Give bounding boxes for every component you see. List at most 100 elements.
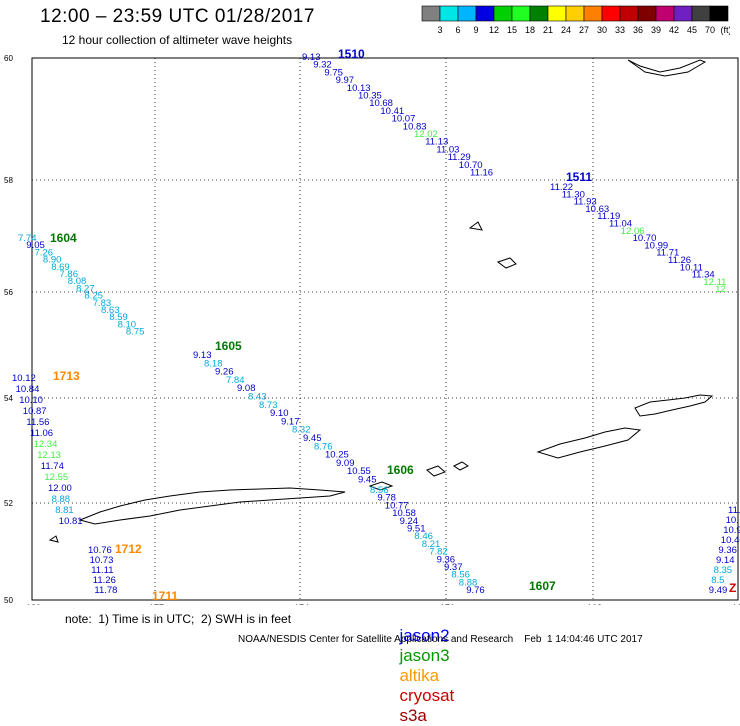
lat-label: 58 (4, 176, 13, 185)
coastline (368, 481, 394, 491)
swh-value: 10.77 (385, 500, 409, 511)
swh-value: 10.63 (585, 204, 609, 215)
swh-value: 9.76 (466, 585, 485, 596)
colorbar-label: 15 (507, 25, 517, 35)
colorbar-label: 9 (473, 25, 478, 35)
track-1607: 1607 (529, 579, 556, 593)
swh-value: 11.93 (574, 197, 597, 208)
legend-jason3: jason3 (399, 646, 450, 665)
swh-value: 11.16 (470, 168, 493, 179)
coastline (627, 59, 707, 77)
swh-value: 12.13 (37, 450, 61, 461)
coastline (78, 487, 346, 525)
swh-value: 10.58 (392, 508, 416, 519)
track-id-label: 1511 (566, 170, 592, 184)
swh-value: 11.03 (436, 144, 459, 155)
swh-value: 8.75 (126, 327, 144, 338)
swh-value: 8.56 (451, 570, 470, 581)
swh-value: 10.84 (16, 384, 40, 395)
swh-value: 11.34 (692, 270, 715, 281)
swh-value: 9.05 (26, 240, 45, 251)
swh-value: 11.30 (562, 189, 585, 200)
track-1711: 1711 (152, 589, 178, 603)
swh-value: 8.88 (459, 577, 478, 588)
swh-value: 11.78 (94, 585, 117, 596)
swh-value: 8.63 (101, 305, 120, 316)
coastline (426, 465, 446, 477)
swh-value: 9.49 (709, 585, 728, 596)
swh-value: 10.07 (392, 114, 416, 125)
lon-label: -180 (23, 603, 41, 605)
swh-value: 9.32 (313, 60, 332, 71)
swh-value: 10.73 (90, 555, 114, 566)
coastline (536, 427, 642, 459)
swh-value: 8.69 (51, 262, 69, 273)
coastline (468, 221, 483, 231)
track-1510: 1510 9.139.329.759.9710.1310.3510.6810.41… (302, 47, 493, 179)
swh-value: 8.43 (248, 392, 267, 403)
track-id-label: 1711 (152, 589, 178, 603)
swh-value: 11.74 (41, 461, 64, 472)
swh-value: 9.13 (193, 350, 212, 361)
lat-label: 50 (4, 596, 13, 605)
swh-value: 12.02 (414, 129, 438, 140)
credit-line: NOAA/NESDIS Center for Satellite Applica… (238, 634, 643, 645)
swh-value: 12.11 (703, 277, 726, 288)
swh-value: 11.56 (26, 417, 49, 428)
swh-value: 10.13 (347, 83, 371, 94)
swh-value: 11.11 (91, 565, 113, 576)
swh-value: 10.35 (358, 91, 382, 102)
swh-value: 7.83 (93, 298, 112, 309)
swh-value: 8.21 (422, 539, 441, 550)
swh-value: 10.70 (633, 233, 657, 244)
colorbar-label: 36 (633, 25, 643, 35)
swh-value: 10. (726, 515, 739, 526)
swh-value: 8.81 (55, 505, 73, 516)
colorbar-label: 42 (669, 25, 679, 35)
colorbar-label: 12 (489, 25, 499, 35)
lon-label: -177 (146, 603, 164, 605)
swh-value: 11.71 (656, 248, 679, 259)
swh-value: 10.46 (721, 535, 740, 546)
colorbar-unit: (ft) (721, 25, 731, 35)
swh-value: 8.10 (118, 319, 137, 330)
swh-value: 12.55 (44, 472, 68, 483)
swh-value: 9.10 (270, 408, 289, 419)
map-frame (31, 57, 739, 601)
swh-value: 10.87 (23, 406, 47, 417)
colorbar-label: 3 (437, 25, 442, 35)
track-id-label: 1713 (53, 369, 80, 383)
track-id-label: 1510 (338, 47, 365, 61)
track-id-label: 1607 (529, 579, 556, 593)
colorbar-label: 45 (687, 25, 697, 35)
swh-value: 8.25 (84, 291, 103, 302)
colorbar-label: 30 (597, 25, 607, 35)
swh-value: 9.09 (336, 458, 355, 469)
swh-value: 7.74 (18, 233, 37, 244)
track-1511: 151111.2211.3011.9310.6311.1911.0412.061… (550, 170, 728, 295)
lat-label: 52 (4, 499, 13, 508)
swh-value: 8.27 (76, 283, 95, 294)
swh-value: 9.17 (281, 416, 300, 427)
swh-value: 8.88 (52, 494, 71, 505)
track-id-label: 1606 (387, 463, 414, 477)
swh-value: 8.5 (711, 575, 724, 586)
swh-value: 10.70 (459, 160, 483, 171)
legend-jason2: jason2 (399, 626, 450, 645)
swh-value: 7.82 (429, 547, 448, 558)
swh-value: 11.26 (668, 255, 691, 266)
track-id-label: 1712 (115, 542, 142, 556)
swh-value: 8.90 (43, 255, 62, 266)
lat-label: 56 (4, 288, 13, 297)
swh-value: 9.45 (303, 433, 322, 444)
swh-value: 10.99 (644, 240, 668, 251)
track-1604: 1604 7.749.057.268.908.697.868.088.278.25… (18, 231, 144, 338)
track-id-label: 1605 (215, 339, 242, 353)
swh-value: 8.76 (314, 441, 333, 452)
swh-value: 9.37 (444, 562, 463, 573)
swh-value: 10.41 (380, 106, 404, 117)
swh-value: 8.73 (259, 400, 278, 411)
swh-value: 9.24 (400, 516, 419, 527)
colorbar-swatch (709, 5, 729, 22)
colorbar-label: 21 (543, 25, 553, 35)
